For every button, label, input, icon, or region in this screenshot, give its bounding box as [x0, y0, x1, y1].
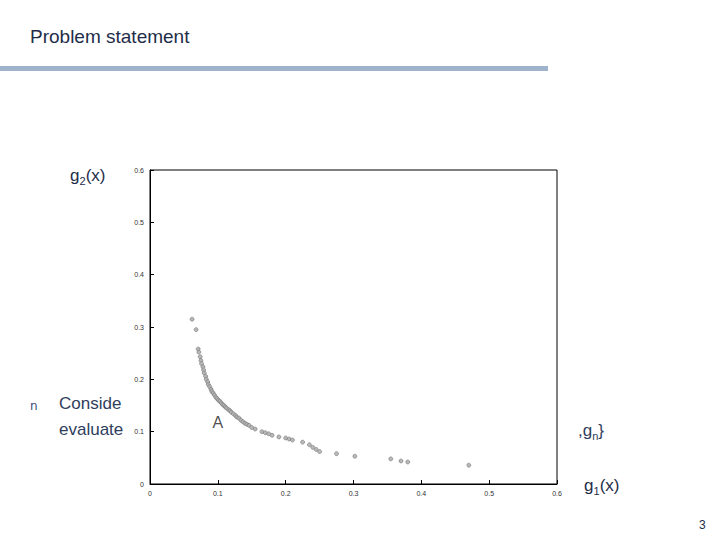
html-text:,gn}: ,gn} — [578, 421, 604, 443]
svg-text:0.3: 0.3 — [134, 324, 144, 331]
svg-text:0.1: 0.1 — [213, 490, 223, 497]
html-text:n: n — [30, 399, 38, 413]
html-text:Problem statement: Problem statement — [30, 26, 190, 47]
svg-text:0.2: 0.2 — [281, 490, 291, 497]
svg-text:A: A — [212, 414, 223, 431]
svg-text:0.5: 0.5 — [484, 490, 494, 497]
svg-text:0: 0 — [148, 490, 152, 497]
html-text:g1(x): g1(x) — [584, 476, 620, 498]
svg-text:0.4: 0.4 — [134, 271, 144, 278]
svg-text:0: 0 — [140, 481, 144, 488]
html-text:Conside: Conside — [59, 394, 122, 413]
svg-text:0.4: 0.4 — [416, 490, 426, 497]
html-text:evaluate: evaluate — [59, 420, 124, 439]
svg-text:0.6: 0.6 — [134, 167, 144, 174]
svg-text:0.1: 0.1 — [134, 428, 144, 435]
svg-text:0.6: 0.6 — [552, 490, 562, 497]
html-text:3: 3 — [699, 518, 706, 532]
html-text:g2(x): g2(x) — [70, 166, 106, 188]
svg-text:0.2: 0.2 — [134, 376, 144, 383]
svg-text:0.3: 0.3 — [349, 490, 359, 497]
svg-text:0.5: 0.5 — [134, 219, 144, 226]
